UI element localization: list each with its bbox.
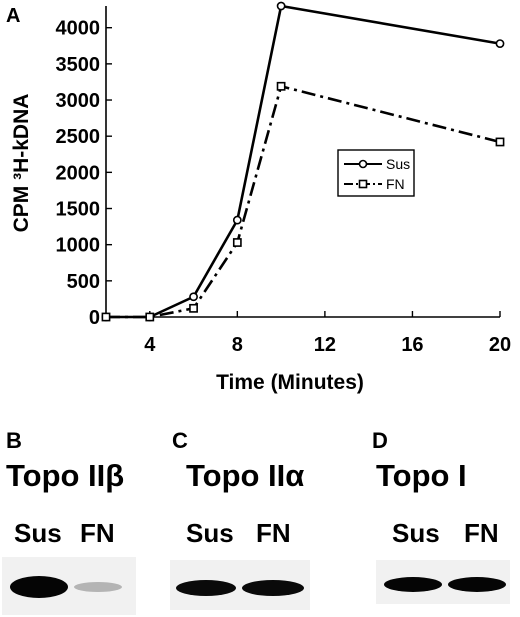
- data-point-fn: [276, 81, 286, 91]
- y-tick-label: 3000: [56, 90, 101, 112]
- data-point-sus: [189, 292, 198, 302]
- lane-label-sus-b: Sus: [14, 518, 62, 548]
- band-fn-b: [74, 582, 122, 592]
- legend-box: [337, 149, 415, 197]
- legend-label-sus: Sus: [386, 156, 410, 172]
- y-tick-label: 1000: [56, 235, 101, 257]
- series-line-sus: [106, 4, 501, 319]
- x-axis-title: Time (Minutes): [216, 371, 364, 394]
- lane-label-fn-b: FN: [80, 518, 115, 548]
- panel-label-d: D: [372, 428, 388, 453]
- blot-image-c: [170, 560, 310, 610]
- band-sus-c: [176, 580, 236, 596]
- band-fn-d: [448, 577, 506, 592]
- legend-marker-fn: [358, 179, 368, 189]
- line-chart: A 0 500 1000 1500 2000 2500 3000 3500 4000 4 8 12 16…: [6, 1, 511, 394]
- data-point-fn: [145, 312, 155, 322]
- data-point-fn: [232, 238, 242, 247]
- data-point-sus: [232, 215, 242, 225]
- y-tick-label: 3500: [56, 54, 101, 76]
- series-layer: [101, 1, 505, 322]
- y-tick-label: 4000: [56, 18, 101, 40]
- y-axis-title: CPM ³H-kDNA: [10, 94, 33, 233]
- legend: Sus FN: [337, 149, 415, 197]
- legend-label-fn: FN: [386, 176, 405, 192]
- x-tick-label: 12: [314, 334, 336, 356]
- y-tick-label: 2500: [56, 126, 101, 148]
- data-point-fn: [495, 137, 505, 147]
- series-line-fn: [106, 84, 501, 319]
- lane-label-sus-c: Sus: [186, 518, 234, 548]
- band-fn-c: [242, 580, 304, 596]
- blot-title-topo-2b: Topo IIβ: [6, 458, 125, 493]
- x-tick-label: 8: [232, 334, 243, 356]
- blot-title-topo-2a: Topo IIα: [186, 458, 305, 493]
- data-point-fn: [189, 303, 198, 313]
- panel-label-b: B: [6, 428, 22, 453]
- data-point-fn: [101, 312, 111, 322]
- axes: 0 500 1000 1500 2000 2500 3000 3500 4000 4 8 12 16 20: [56, 6, 511, 356]
- data-point-sus: [495, 39, 505, 49]
- panel-label-c: C: [172, 428, 188, 453]
- band-sus-b: [10, 576, 68, 598]
- blot-title-topo-1: Topo I: [376, 458, 467, 493]
- y-tick-label: 500: [67, 271, 100, 293]
- lane-label-fn-d: FN: [464, 518, 499, 548]
- lane-label-fn-c: FN: [256, 518, 291, 548]
- x-tick-label: 20: [489, 334, 511, 356]
- legend-marker-sus: [358, 159, 368, 169]
- y-tick-label: 2000: [56, 162, 101, 184]
- x-tick-label: 16: [401, 334, 423, 356]
- blot-image-b: [2, 557, 136, 615]
- lane-label-sus-d: Sus: [392, 518, 440, 548]
- panel-label-a: A: [6, 5, 20, 27]
- y-tick-label: 0: [89, 307, 100, 329]
- band-sus-d: [384, 577, 442, 592]
- y-tick-label: 1500: [56, 199, 101, 221]
- data-point-sus: [276, 1, 286, 11]
- x-tick-label: 4: [144, 334, 156, 356]
- blot-image-d: [376, 560, 510, 604]
